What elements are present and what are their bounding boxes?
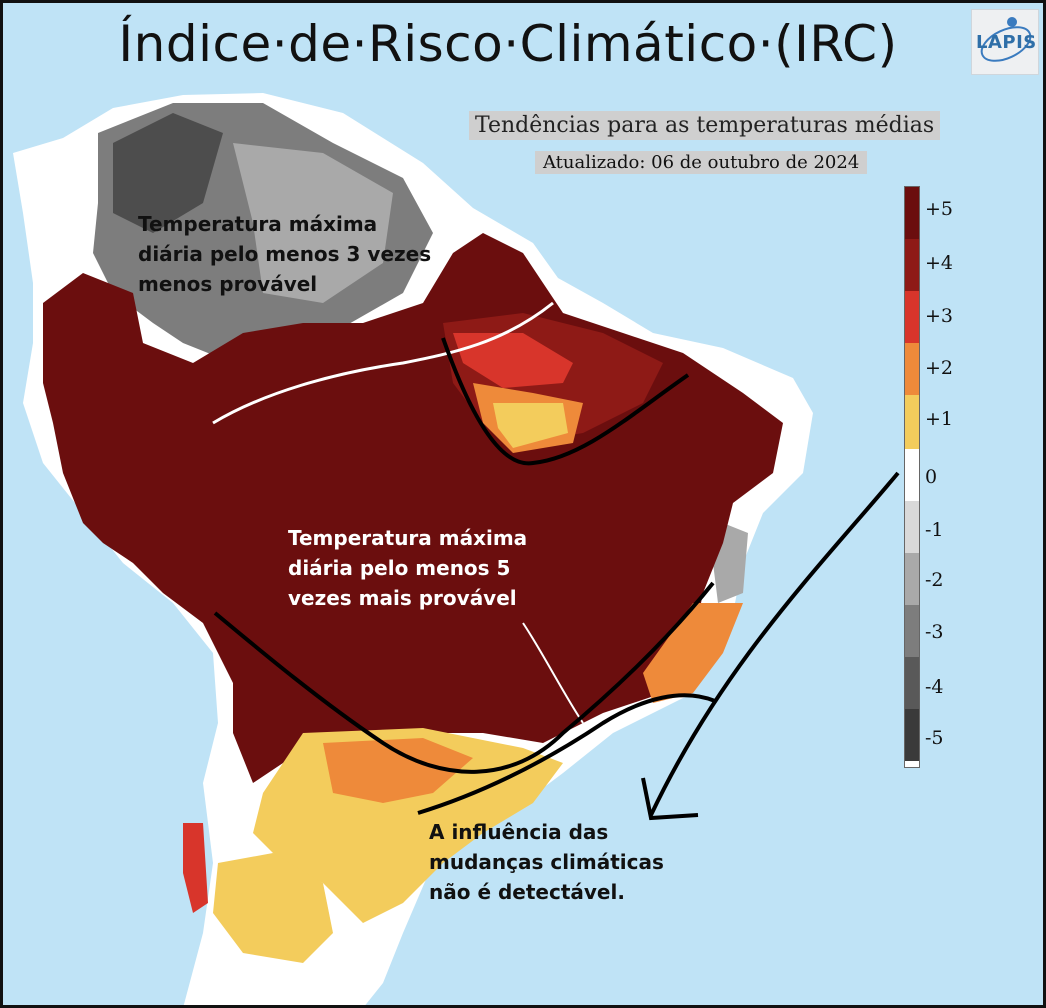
legend-label: +5 — [925, 198, 954, 220]
annotation-center-line-3: vezes mais provável — [288, 586, 517, 610]
annotation-north-line-1: Temperatura máxima — [138, 212, 378, 236]
legend-swatch — [905, 553, 919, 605]
arc-northeast — [441, 337, 690, 466]
annotation-south-line-1: A influência das — [429, 820, 609, 844]
legend-swatch — [905, 449, 919, 501]
legend-label: -5 — [925, 727, 944, 749]
legend-swatch — [905, 605, 919, 657]
warm-zone-south-inner — [323, 738, 473, 803]
warm-zone-patagonia — [213, 853, 333, 963]
legend-swatch — [905, 187, 919, 239]
legend-label: +3 — [925, 305, 954, 327]
amazon-river — [212, 301, 554, 425]
annotation-north-line-2: diária pelo menos 3 vezes — [138, 242, 432, 266]
annotation-south-line-2: mudanças climáticas — [429, 850, 664, 874]
legend-swatch — [905, 291, 919, 343]
legend-swatch — [905, 239, 919, 291]
legend-swatch — [905, 395, 919, 449]
legend-swatch — [905, 501, 919, 553]
hot-zone-plus3 — [453, 333, 573, 388]
legend-label: +1 — [925, 408, 954, 430]
warm-zone-andes-south — [183, 823, 208, 913]
warm-zone-east-edge — [643, 603, 743, 703]
legend-label: -1 — [925, 519, 944, 541]
legend-label: +4 — [925, 252, 954, 274]
logo-text: LAPIS — [976, 32, 1037, 53]
legend-label: -2 — [925, 569, 944, 591]
legend-label: 0 — [925, 466, 938, 488]
lapis-logo-icon — [980, 17, 1032, 62]
annotation-center-line-1: Temperatura máxima — [288, 526, 528, 550]
hot-zone-plus1 — [493, 403, 568, 448]
arrow-line — [649, 471, 900, 816]
lapis-logo: LAPIS — [971, 9, 1039, 75]
cool-zone-light — [233, 143, 393, 303]
annotation-center-line-2: diária pelo menos 5 — [288, 556, 511, 580]
legend-swatch — [905, 709, 919, 761]
map-title: Índice·de·Risco·Climático·(IRC) — [118, 15, 898, 73]
annotation-south-line-3: não é detectável. — [429, 880, 625, 904]
updated-date: Atualizado: 06 de outubro de 2024 — [535, 151, 868, 174]
legend-label: +2 — [925, 357, 954, 379]
arrow-head — [641, 777, 699, 821]
color-legend-bar — [904, 186, 920, 768]
cool-zone-darker — [113, 113, 223, 233]
annotation-south: A influência das mudanças climáticas não… — [429, 817, 664, 907]
legend-label: -4 — [925, 676, 944, 698]
south-america-map — [13, 93, 900, 1005]
legend-swatch — [905, 343, 919, 395]
annotation-north-line-3: menos provável — [138, 272, 318, 296]
annotation-north: Temperatura máxima diária pelo menos 3 v… — [138, 209, 431, 299]
legend-swatch — [905, 657, 919, 709]
parana-river — [522, 622, 584, 724]
legend-label: -3 — [925, 621, 944, 643]
map-subtitle: Tendências para as temperaturas médias — [469, 111, 941, 140]
arc-south-lower — [417, 693, 716, 815]
arc-south-upper — [213, 581, 715, 774]
annotation-center: Temperatura máxima diária pelo menos 5 v… — [288, 523, 527, 613]
